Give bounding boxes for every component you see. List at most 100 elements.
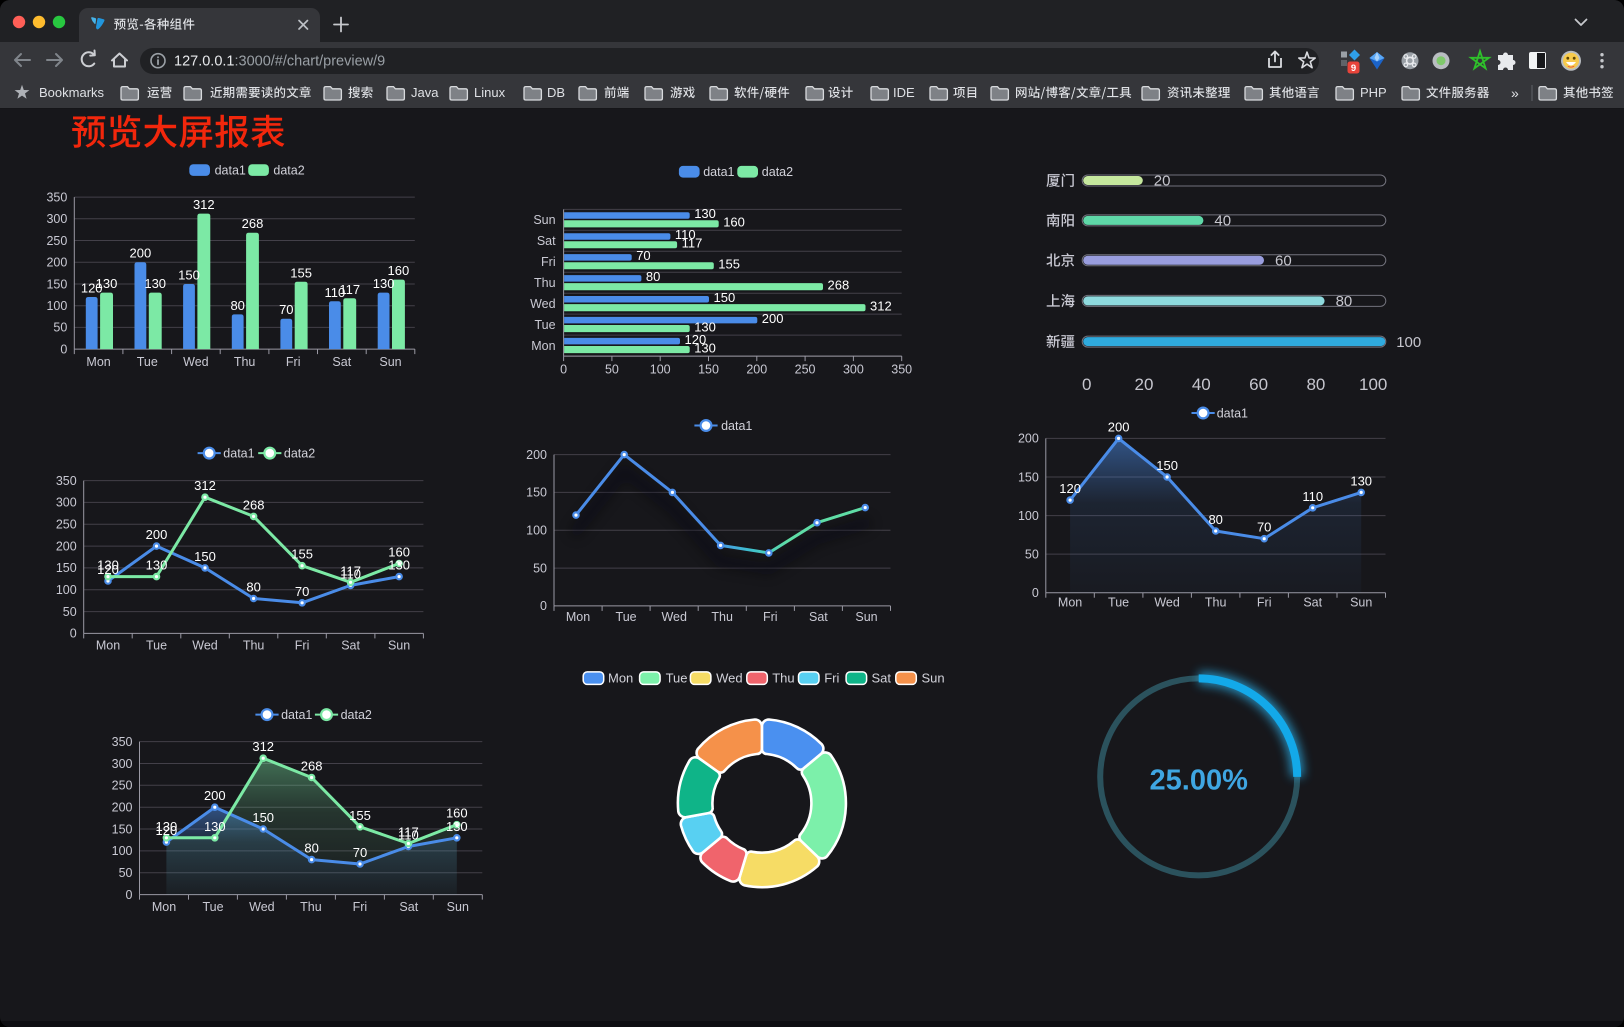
svg-text:350: 350 bbox=[56, 474, 77, 488]
svg-text:Fri: Fri bbox=[353, 900, 368, 914]
svg-text:100: 100 bbox=[56, 583, 77, 597]
svg-text:50: 50 bbox=[53, 321, 67, 335]
svg-text:Sat: Sat bbox=[341, 638, 360, 652]
svg-text:Thu: Thu bbox=[534, 276, 556, 290]
svg-text:117: 117 bbox=[340, 563, 361, 578]
svg-text:268: 268 bbox=[301, 759, 323, 774]
svg-text:Sun: Sun bbox=[447, 900, 469, 914]
svg-text:Tue: Tue bbox=[202, 900, 223, 914]
svg-text:120: 120 bbox=[156, 823, 178, 838]
svg-text:data2: data2 bbox=[273, 163, 304, 177]
svg-text:data1: data1 bbox=[703, 165, 734, 179]
svg-text:0: 0 bbox=[70, 627, 77, 641]
svg-text:150: 150 bbox=[178, 268, 200, 283]
svg-text:70: 70 bbox=[636, 248, 650, 263]
svg-text:Mon: Mon bbox=[86, 355, 110, 369]
svg-text:Wed: Wed bbox=[192, 638, 218, 652]
svg-text:Thu: Thu bbox=[300, 900, 322, 914]
svg-text:130: 130 bbox=[1350, 473, 1372, 488]
svg-text:127.0.0.1:3000/#/chart/preview: 127.0.0.1:3000/#/chart/preview/9 bbox=[174, 54, 385, 70]
svg-text:160: 160 bbox=[723, 215, 745, 230]
svg-text:150: 150 bbox=[46, 277, 67, 291]
svg-text:200: 200 bbox=[146, 527, 168, 542]
svg-text:312: 312 bbox=[870, 299, 892, 314]
svg-text:160: 160 bbox=[446, 806, 468, 821]
svg-text:300: 300 bbox=[46, 212, 67, 226]
svg-text:25.00%: 25.00% bbox=[1150, 765, 1249, 797]
svg-text:300: 300 bbox=[843, 363, 864, 377]
svg-text:200: 200 bbox=[46, 256, 67, 270]
svg-text:Wed: Wed bbox=[716, 671, 743, 686]
svg-text:Wed: Wed bbox=[249, 900, 275, 914]
svg-text:130: 130 bbox=[388, 558, 410, 573]
svg-text:268: 268 bbox=[828, 278, 850, 293]
svg-text:100: 100 bbox=[650, 363, 671, 377]
svg-text:250: 250 bbox=[46, 234, 67, 248]
svg-text:Tue: Tue bbox=[535, 318, 556, 332]
svg-text:»: » bbox=[1511, 85, 1519, 101]
svg-text:150: 150 bbox=[1156, 458, 1178, 473]
svg-text:130: 130 bbox=[373, 276, 395, 291]
svg-text:DB: DB bbox=[547, 85, 565, 100]
svg-text:110: 110 bbox=[398, 828, 419, 843]
svg-text:Thu: Thu bbox=[1205, 596, 1227, 610]
svg-text:100: 100 bbox=[46, 299, 67, 313]
svg-text:110: 110 bbox=[675, 227, 696, 242]
svg-text:Wed: Wed bbox=[530, 297, 556, 311]
svg-text:130: 130 bbox=[97, 558, 119, 573]
svg-text:50: 50 bbox=[119, 866, 133, 880]
svg-text:data2: data2 bbox=[284, 447, 315, 461]
svg-text:80: 80 bbox=[1208, 512, 1222, 527]
svg-text:0: 0 bbox=[1032, 586, 1039, 600]
svg-text:150: 150 bbox=[1018, 470, 1039, 484]
svg-text:80: 80 bbox=[230, 298, 244, 313]
svg-text:200: 200 bbox=[1018, 432, 1039, 446]
svg-text:50: 50 bbox=[605, 363, 619, 377]
svg-text:0: 0 bbox=[560, 363, 567, 377]
svg-text:Wed: Wed bbox=[661, 610, 687, 624]
svg-text:150: 150 bbox=[252, 810, 274, 825]
svg-text:155: 155 bbox=[290, 265, 312, 280]
svg-text:312: 312 bbox=[193, 197, 215, 212]
svg-text:PHP: PHP bbox=[1360, 85, 1387, 100]
svg-text:250: 250 bbox=[112, 779, 133, 793]
svg-text:70: 70 bbox=[353, 845, 367, 860]
svg-text:50: 50 bbox=[533, 561, 547, 575]
svg-text:Fri: Fri bbox=[824, 671, 839, 686]
svg-text:155: 155 bbox=[718, 257, 740, 272]
svg-text:Wed: Wed bbox=[183, 355, 209, 369]
svg-text:Mon: Mon bbox=[566, 610, 590, 624]
svg-text:80: 80 bbox=[246, 580, 260, 595]
svg-text:40: 40 bbox=[1214, 213, 1231, 230]
svg-text:80: 80 bbox=[646, 269, 660, 284]
svg-text:200: 200 bbox=[56, 539, 77, 553]
svg-text:300: 300 bbox=[112, 757, 133, 771]
svg-text:200: 200 bbox=[746, 363, 767, 377]
svg-text:117: 117 bbox=[339, 282, 360, 297]
svg-text:9: 9 bbox=[1351, 63, 1356, 74]
svg-text:160: 160 bbox=[388, 545, 410, 560]
svg-text:Fri: Fri bbox=[295, 638, 310, 652]
svg-text:150: 150 bbox=[714, 290, 736, 305]
svg-text:Sun: Sun bbox=[379, 355, 401, 369]
svg-text:Linux: Linux bbox=[474, 85, 506, 100]
svg-text:150: 150 bbox=[194, 549, 216, 564]
svg-text:Sat: Sat bbox=[872, 671, 892, 686]
svg-text:Sat: Sat bbox=[809, 610, 828, 624]
svg-text:Wed: Wed bbox=[1154, 596, 1180, 610]
svg-text:Sat: Sat bbox=[332, 355, 351, 369]
svg-text:data2: data2 bbox=[341, 708, 372, 722]
svg-text:150: 150 bbox=[112, 822, 133, 836]
svg-text:160: 160 bbox=[388, 263, 410, 278]
svg-text:130: 130 bbox=[694, 340, 716, 355]
svg-text:110: 110 bbox=[325, 285, 346, 300]
svg-text:200: 200 bbox=[762, 311, 784, 326]
svg-text:Sat: Sat bbox=[537, 234, 556, 248]
svg-text:70: 70 bbox=[295, 584, 309, 599]
svg-text:80: 80 bbox=[304, 841, 318, 856]
svg-text:0: 0 bbox=[60, 342, 67, 356]
svg-text:data1: data1 bbox=[281, 708, 312, 722]
svg-text:150: 150 bbox=[698, 363, 719, 377]
svg-text:250: 250 bbox=[795, 363, 816, 377]
svg-text:100: 100 bbox=[526, 524, 547, 538]
